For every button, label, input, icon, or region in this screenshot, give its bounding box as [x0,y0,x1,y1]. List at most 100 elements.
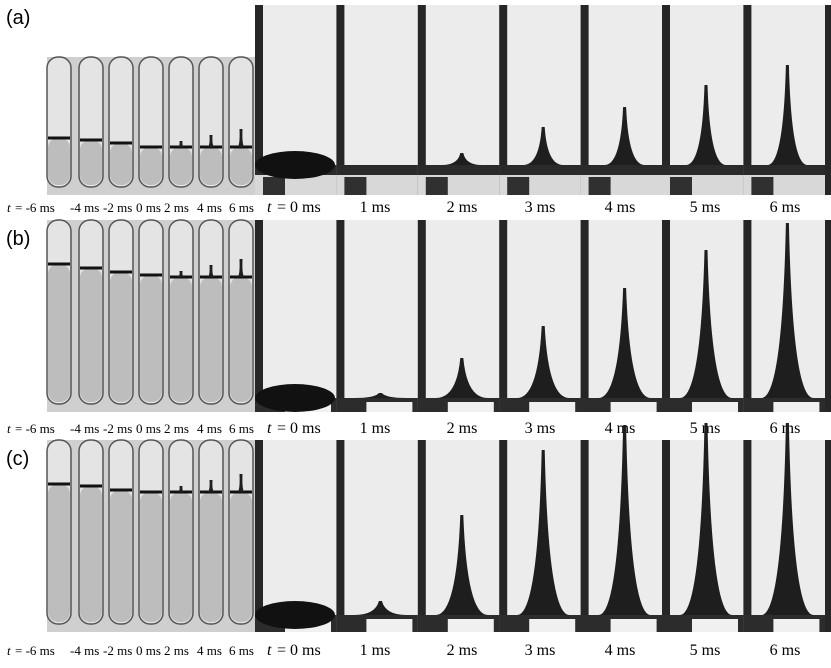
small-time-label: = -6 ms [15,421,55,436]
base-light [692,402,738,412]
jet [680,250,732,398]
liquid [140,147,162,185]
frame-wall [417,440,426,632]
liquid [110,490,132,622]
liquid [499,165,582,175]
frame-wall [336,5,345,195]
frame-wall [417,220,426,412]
large-time-label: 5 ms [690,642,721,659]
frame-wall [255,440,263,632]
jet [237,259,245,277]
small-time-label: 0 ms [136,200,161,215]
small-time-label: = -6 ms [15,200,55,215]
liquid [336,165,419,175]
jet [354,601,407,615]
time-symbol: t [7,200,11,215]
liquid [230,277,252,402]
base-dark [670,177,692,195]
small-time-label: 6 ms [229,200,254,215]
liquid [48,138,70,185]
large-time-label: 1 ms [360,420,391,437]
base-light [366,402,413,412]
liquid [140,275,162,402]
liquid [80,268,102,402]
liquid [743,165,826,175]
large-time-label: = 0 ms [277,199,321,216]
frame-wall [499,440,508,632]
time-symbol: t [7,421,11,436]
large-time-label: 1 ms [360,642,391,659]
base-dark [263,177,285,195]
frame-edge [825,5,831,195]
base-dark [751,177,774,195]
jet [207,480,215,492]
jet [441,153,482,165]
frame-wall [580,440,589,632]
liquid [48,264,70,402]
large-time-label: 4 ms [605,642,636,659]
panel-label: (b) [6,228,30,250]
frame-wall [580,220,589,412]
small-time-label: 6 ms [229,643,254,658]
liquid [417,165,500,175]
jet [767,65,808,165]
jet [207,265,215,277]
base-light [366,619,413,632]
large-time-label: = 0 ms [277,420,321,437]
large-time-label: 4 ms [605,199,636,216]
small-time-label: -2 ms [103,643,132,658]
frame-wall [743,220,752,412]
jet [237,474,245,492]
frame-edge [825,440,831,632]
liquid [140,492,162,622]
frame [255,440,337,632]
small-time-label: 0 ms [136,421,161,436]
jet [435,358,488,398]
base-light [447,402,494,412]
large-time-label: 6 ms [770,420,801,437]
frame-wall [580,5,589,195]
base-light [529,402,576,412]
jet [604,107,645,165]
time-symbol: t [267,420,272,437]
frame-wall [499,5,508,195]
frame-wall [743,440,752,632]
liquid [230,147,252,185]
small-time-label: = -6 ms [15,643,55,658]
large-time-label: 2 ms [447,420,478,437]
panel-label: (a) [6,7,30,29]
frame-wall [499,220,508,412]
liquid [200,492,222,622]
large-time-label: = 0 ms [277,642,321,659]
frame-edge [825,220,831,412]
time-symbol: t [7,643,11,658]
large-time-label: 1 ms [360,199,391,216]
large-time-label: 3 ms [525,642,556,659]
frame [336,5,419,195]
base-light [610,402,657,412]
small-time-label: 2 ms [164,643,189,658]
frame-wall [255,220,263,412]
large-time-label: 2 ms [447,642,478,659]
base-dark [588,177,611,195]
jet [680,423,732,615]
liquid [200,147,222,185]
small-time-label: -4 ms [70,421,99,436]
jet [177,486,185,492]
small-time-label: 4 ms [197,200,222,215]
pool [255,384,335,412]
base-dark [507,177,530,195]
large-time-label: 2 ms [447,199,478,216]
jet [237,129,245,147]
frame-wall [336,220,345,412]
liquid [200,277,222,402]
jet [686,85,726,165]
jet [177,141,185,147]
frame [336,220,419,412]
base-light [692,619,738,632]
small-time-label: 2 ms [164,200,189,215]
small-time-label: -4 ms [70,643,99,658]
jet [435,515,488,615]
time-symbol: t [267,642,272,659]
